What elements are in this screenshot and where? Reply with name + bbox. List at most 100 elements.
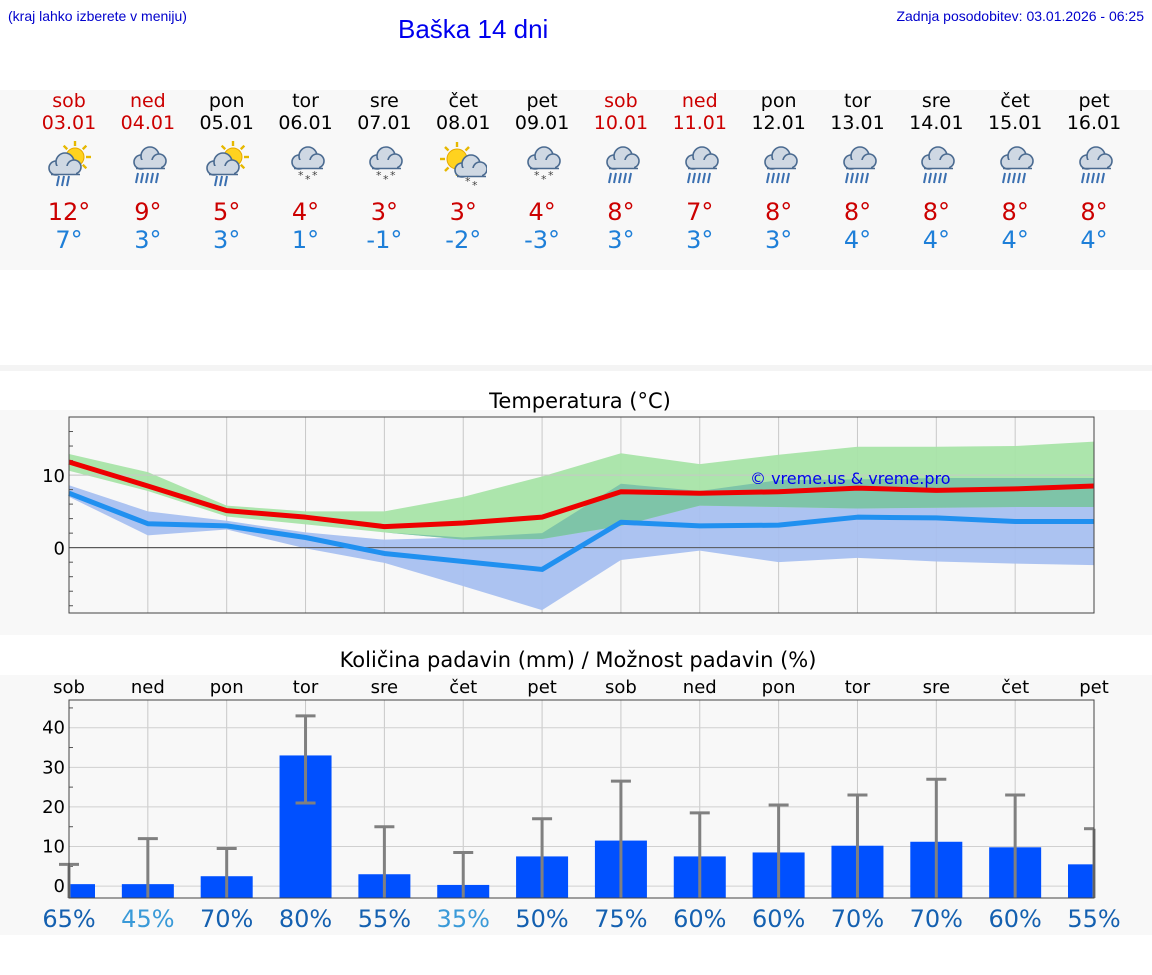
probability-label: 55%	[358, 905, 411, 933]
day-label: tor	[293, 677, 319, 698]
divider	[0, 365, 1152, 371]
watermark: © vreme.us & vreme.pro	[750, 469, 951, 488]
max-temperature: 8°	[1001, 198, 1029, 226]
probability-label: 70%	[831, 905, 884, 933]
day-date: 06.01	[278, 112, 333, 134]
day-date: 04.01	[120, 112, 176, 134]
max-temperature: 12°	[47, 198, 91, 226]
max-temperature: 8°	[607, 198, 635, 226]
cloud-rain-icon	[921, 146, 956, 184]
svg-text:*: *	[541, 173, 547, 186]
svg-text:*: *	[312, 169, 318, 182]
day-label: sob	[605, 677, 637, 698]
day-date: 11.01	[672, 112, 727, 134]
probability-label: 65%	[42, 905, 95, 933]
y-tick-label: 10	[42, 837, 65, 858]
day-name: ned	[129, 90, 166, 112]
probability-label: 70%	[200, 905, 253, 933]
precip-bar	[69, 884, 95, 898]
day-date: 09.01	[514, 112, 570, 134]
forecast-day: sre 14.01 8° 4°	[897, 90, 975, 254]
forecast-day: tor 06.01 * * * 4° 1°	[267, 90, 345, 254]
probability-label: 70%	[910, 905, 963, 933]
day-name: pet	[526, 90, 558, 112]
min-temperature: 3°	[765, 226, 793, 254]
max-temperature-line	[68, 459, 1095, 530]
day-name: pet	[1078, 90, 1110, 112]
forecast-day: tor 13.01 8° 4°	[819, 90, 897, 254]
forecast-day: sre 07.01 * * * 3° -1°	[345, 90, 423, 254]
forecast-day: čet 15.01 8° 4°	[976, 90, 1054, 254]
day-date: 15.01	[987, 112, 1043, 134]
min-temperature: 3°	[607, 226, 635, 254]
forecast-day: sob 10.01 8° 3°	[582, 90, 660, 254]
day-date: 08.01	[436, 112, 491, 134]
plot-border	[68, 416, 1095, 614]
min-temperature: 4°	[922, 226, 950, 254]
probability-label: 50%	[515, 905, 568, 933]
forecast-day: sob 03.01 12° 7°	[30, 90, 108, 254]
max-temperature: 3°	[370, 198, 399, 226]
day-label: ned	[683, 677, 717, 698]
svg-text:*: *	[305, 173, 311, 186]
y-tick-label: 0	[54, 539, 65, 560]
day-name: pon	[760, 90, 797, 112]
min-temperature: -1°	[366, 226, 403, 254]
y-tick-label: 0	[54, 876, 65, 897]
max-temperature: 5°	[213, 198, 241, 226]
max-temperature: 3°	[449, 198, 477, 226]
day-label: čet	[1001, 677, 1029, 698]
day-date: 16.01	[1066, 112, 1122, 134]
day-date: 03.01	[41, 112, 97, 134]
svg-text:*: *	[534, 169, 540, 182]
svg-text:*: *	[548, 169, 554, 182]
svg-text:*: *	[465, 175, 471, 188]
max-temperature: 8°	[843, 198, 872, 226]
min-temperature: 4°	[1001, 226, 1029, 254]
cloud-snow-icon: * * *	[290, 146, 325, 186]
cloud-rain-icon	[1000, 146, 1034, 184]
cloud-rain-icon	[133, 146, 167, 184]
day-label: sre	[923, 677, 950, 698]
last-updated: Zadnja posodobitev: 03.01.2026 - 06:25	[896, 8, 1144, 24]
forecast-day: ned 11.01 7° 3°	[661, 90, 739, 254]
day-date: 13.01	[830, 112, 885, 134]
probability-label: 75%	[594, 905, 647, 933]
y-tick-label: 40	[42, 718, 65, 739]
min-temperature: -3°	[524, 226, 561, 254]
probability-label: 80%	[279, 905, 332, 933]
day-name: pon	[208, 90, 245, 112]
y-tick-label: 30	[42, 757, 65, 778]
sun-cloud-rain-icon	[205, 141, 249, 187]
y-tick-label: 10	[42, 466, 65, 487]
day-label: sob	[53, 677, 85, 698]
location-hint: (kraj lahko izberete v meniju)	[8, 8, 187, 24]
min-temperature: 4°	[1080, 226, 1108, 254]
cloud-snow-icon: * * *	[527, 146, 561, 186]
forecast-day: ned 04.01 9° 3°	[109, 90, 187, 254]
day-name: čet	[1000, 90, 1030, 112]
day-name: čet	[448, 90, 479, 112]
probability-label: 55%	[1067, 905, 1120, 933]
precipitation-chart: Količina padavin (mm) / Možnost padavin …	[42, 648, 1121, 933]
forecast-day: pet 16.01 8° 4°	[1055, 90, 1133, 254]
day-date: 05.01	[199, 112, 254, 134]
plot-border	[68, 699, 1095, 899]
min-temperature: 4°	[843, 226, 872, 254]
day-name: sre	[921, 90, 951, 112]
forecast-strip	[0, 90, 1152, 270]
max-temperature: 8°	[1080, 198, 1108, 226]
day-name: sob	[52, 90, 86, 112]
cloud-rain-icon	[684, 146, 719, 184]
min-temperature-line	[68, 490, 1094, 572]
max-temperature: 9°	[134, 198, 162, 226]
cloud-snow-icon: * * *	[369, 146, 404, 186]
max-temperature: 7°	[686, 198, 714, 226]
svg-text:*: *	[376, 169, 382, 182]
max-temperature: 8°	[922, 198, 950, 226]
day-date: 12.01	[751, 112, 806, 134]
probability-label: 60%	[988, 905, 1041, 933]
day-name: tor	[844, 90, 871, 112]
min-temperature: 1°	[291, 226, 320, 254]
max-range-band	[69, 441, 1094, 540]
